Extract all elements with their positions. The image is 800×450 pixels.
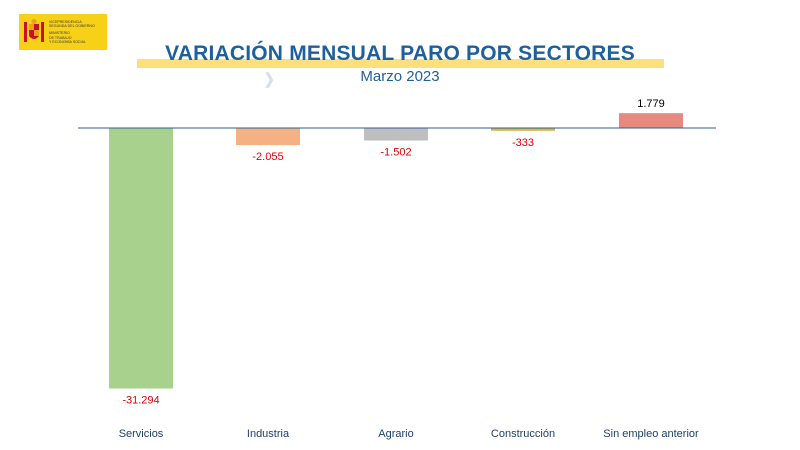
government-logo: VICEPRESIDENCIA SEGUNDA DEL GOBIERNO MIN… [19,14,107,50]
data-label: -333 [512,137,534,149]
category-label: Servicios [119,428,164,440]
bar [491,128,555,131]
category-label: Sin empleo anterior [603,428,699,440]
title-highlight-band [137,59,664,68]
bar [236,128,300,146]
chart-title: VARIACIÓN MENSUAL PARO POR SECTORES [165,42,635,65]
data-label: -31.294 [122,395,159,407]
bar [364,128,428,141]
bar [109,128,173,389]
chevron-right-icon: ❯ [263,71,275,88]
category-label: Construcción [491,428,555,440]
bar [619,113,683,128]
chart-subtitle: Marzo 2023 [360,68,440,85]
coat-of-arms-icon [24,19,44,42]
data-label: -2.055 [252,151,283,163]
data-label: 1.779 [637,98,665,110]
data-label: -1.502 [380,147,411,159]
category-label: Agrario [378,428,413,440]
logo-text: VICEPRESIDENCIA SEGUNDA DEL GOBIERNO MIN… [49,19,95,44]
category-label: Industria [247,428,290,440]
